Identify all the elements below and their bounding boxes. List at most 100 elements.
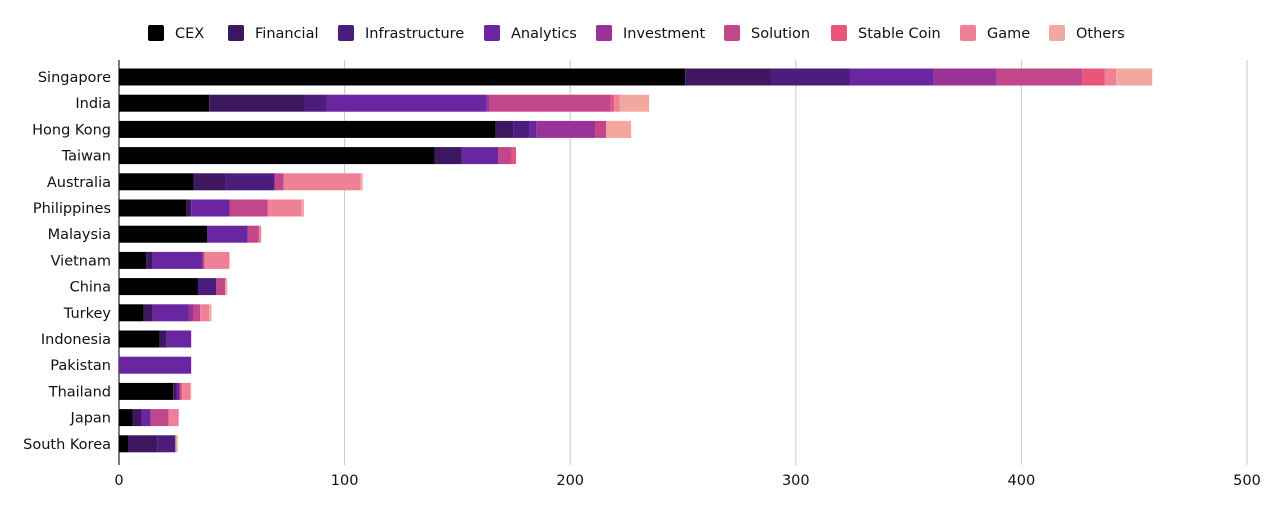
bar-segment-solution	[150, 409, 169, 427]
bar-segment-cex	[119, 435, 129, 453]
bar-segment-analytics	[176, 382, 180, 400]
bar-segment-game	[200, 304, 210, 322]
category-label: Thailand	[48, 384, 111, 400]
bar-segment-cex	[119, 199, 187, 217]
category-label: Philippines	[33, 201, 111, 217]
legend-swatch	[338, 25, 354, 41]
bar-segment-analytics	[461, 147, 499, 165]
legend-label: Investment	[623, 26, 705, 42]
bar-segment-cex	[119, 147, 435, 165]
bar-segment-infrastructure	[770, 68, 850, 86]
bar-segment-others	[619, 94, 650, 112]
x-tick-label: 200	[556, 473, 584, 489]
bar-segment-cex	[119, 304, 144, 322]
legend-swatch	[596, 25, 612, 41]
bar-segment-game	[168, 409, 179, 427]
legend: CEX Financial Infrastructure Analytics Inves…	[148, 25, 1125, 42]
x-tick-label: 100	[331, 473, 359, 489]
bar-segment-financial	[173, 382, 177, 400]
bar-segment-game	[1104, 68, 1117, 86]
bar-segment-infrastructure	[197, 278, 217, 296]
bar-segment-analytics	[141, 409, 151, 427]
bar-segment-cex	[119, 94, 210, 112]
category-label: China	[70, 280, 111, 296]
bar-segment-game	[204, 251, 230, 269]
legend-swatch	[831, 25, 847, 41]
bar-segment-financial	[146, 251, 153, 269]
bar-segment-analytics	[191, 199, 230, 217]
bar-segment-infrastructure	[513, 120, 530, 138]
bar-segment-others	[209, 304, 212, 322]
category-label: Indonesia	[41, 332, 111, 348]
bar-segment-cex	[119, 409, 133, 427]
bar-segment-financial	[159, 330, 167, 348]
bar-segment-analytics	[166, 330, 192, 348]
bar-segment-game	[283, 173, 361, 191]
bar-segment-stable-coin	[1082, 68, 1105, 86]
gridlines	[118, 60, 1248, 465]
bar-segment-analytics	[152, 251, 203, 269]
bar-segment-financial	[143, 304, 153, 322]
bar-segment-investment	[486, 94, 489, 112]
bar-segment-analytics	[119, 356, 192, 374]
bar-segment-cex	[119, 68, 686, 86]
category-label: Taiwan	[61, 149, 111, 165]
bar-segment-others	[301, 199, 304, 217]
x-tick-label: 500	[1233, 473, 1261, 489]
legend-label: Game	[987, 26, 1030, 42]
legend-label: Infrastructure	[365, 26, 464, 42]
bar-segment-investment	[536, 120, 596, 138]
bar-segment-financial	[128, 435, 158, 453]
category-label: Malaysia	[48, 227, 111, 243]
bar-segment-investment	[188, 304, 194, 322]
legend-label: Analytics	[511, 26, 577, 42]
bar-segment-solution	[247, 225, 259, 243]
bar-segment-solution	[595, 120, 607, 138]
category-label: South Korea	[23, 437, 111, 453]
legend-label: Others	[1076, 26, 1125, 42]
bar-segment-others	[225, 278, 228, 296]
bar-segment-financial	[495, 120, 514, 138]
bar-segment-stable-coin	[511, 147, 517, 165]
bar-segment-cex	[119, 278, 198, 296]
category-label: Hong Kong	[32, 122, 111, 138]
bar-segment-solution	[488, 94, 611, 112]
category-label: Turkey	[63, 306, 112, 322]
bar-segment-cex	[119, 173, 194, 191]
legend-swatch	[228, 25, 244, 41]
bar-segment-infrastructure	[157, 435, 176, 453]
bar-segment-infrastructure	[303, 94, 327, 112]
category-label: India	[75, 96, 111, 112]
bar-segment-others	[606, 120, 632, 138]
x-tick-label: 300	[782, 473, 810, 489]
bar-segment-solution	[193, 304, 201, 322]
bar-segment-financial	[186, 199, 192, 217]
bar-segment-solution	[996, 68, 1083, 86]
bar-segment-cex	[119, 251, 147, 269]
bar-segment-cex	[119, 382, 174, 400]
legend-swatch	[960, 25, 976, 41]
bar-segment-cex	[119, 330, 160, 348]
x-tick-label: 400	[1008, 473, 1036, 489]
bar-segment-financial	[132, 409, 142, 427]
category-label: Australia	[47, 175, 111, 191]
bar-segment-game	[614, 94, 620, 112]
bar-segment-analytics	[529, 120, 537, 138]
bar-segment-financial	[193, 173, 226, 191]
bar-segment-analytics	[152, 304, 189, 322]
legend-label: Stable Coin	[858, 26, 941, 42]
x-axis-ticks: 0 100 200 300 400 500	[114, 473, 1260, 489]
bar-segment-stable-coin	[179, 382, 183, 400]
bar-segment-solution	[229, 199, 268, 217]
bar-segment-others	[190, 382, 192, 400]
bar-segment-analytics	[849, 68, 934, 86]
legend-label: CEX	[175, 26, 204, 42]
bar-segment-game	[258, 225, 262, 243]
bar-segment-others	[1116, 68, 1153, 86]
bar-segment-investment	[933, 68, 997, 86]
legend-swatch	[724, 25, 740, 41]
category-label: Singapore	[38, 70, 111, 86]
bar-segment-stable-coin	[610, 94, 615, 112]
category-label: Pakistan	[50, 358, 111, 374]
bar-segment-solution	[216, 278, 226, 296]
